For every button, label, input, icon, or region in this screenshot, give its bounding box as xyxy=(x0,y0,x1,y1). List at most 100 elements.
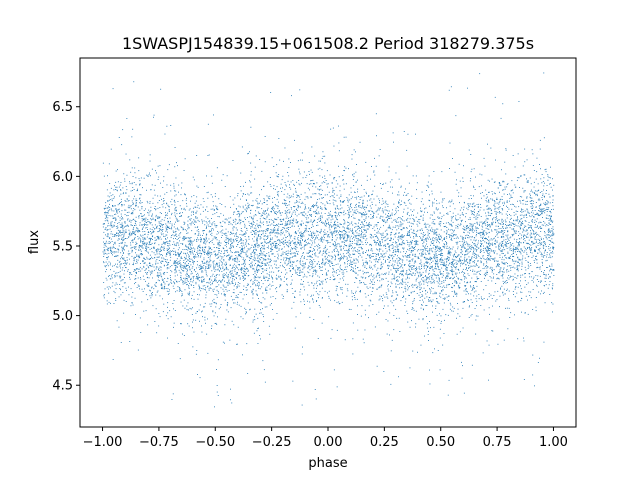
data-point xyxy=(311,244,313,246)
data-point xyxy=(104,213,106,215)
data-point xyxy=(297,267,299,268)
data-point xyxy=(157,275,159,277)
data-point xyxy=(312,299,314,301)
data-point xyxy=(321,254,323,256)
data-point xyxy=(443,281,445,283)
data-point xyxy=(321,322,323,324)
data-point xyxy=(375,211,377,213)
data-point xyxy=(148,285,150,287)
data-point xyxy=(115,220,117,221)
data-point xyxy=(465,260,467,262)
data-point xyxy=(371,204,373,205)
data-point xyxy=(236,251,237,253)
data-point xyxy=(448,259,450,261)
data-point xyxy=(361,216,363,218)
data-point xyxy=(132,292,134,293)
data-point xyxy=(331,251,333,253)
data-point xyxy=(255,243,257,245)
data-point xyxy=(295,188,296,190)
data-point xyxy=(286,196,288,198)
data-point xyxy=(320,280,322,282)
data-point xyxy=(160,248,161,250)
data-point xyxy=(407,255,409,256)
data-point xyxy=(391,254,393,256)
data-point xyxy=(536,233,538,235)
data-point xyxy=(256,254,258,256)
data-point xyxy=(447,256,448,258)
data-point xyxy=(260,248,261,249)
data-point xyxy=(356,243,358,245)
data-point xyxy=(213,268,215,270)
data-point xyxy=(131,232,132,234)
data-point xyxy=(435,277,437,279)
data-point xyxy=(365,229,366,231)
data-point xyxy=(347,228,349,230)
data-point xyxy=(237,259,239,261)
data-point xyxy=(321,263,323,265)
data-point xyxy=(288,204,290,206)
data-point xyxy=(209,281,211,283)
data-point xyxy=(414,260,416,262)
data-point xyxy=(167,226,168,228)
data-point xyxy=(329,279,331,280)
data-point xyxy=(408,245,410,247)
data-point xyxy=(112,233,114,235)
data-point xyxy=(392,290,393,292)
data-point xyxy=(357,238,359,240)
data-point xyxy=(380,266,382,268)
data-point xyxy=(522,200,523,201)
data-point xyxy=(345,167,347,169)
data-point xyxy=(381,253,383,255)
data-point xyxy=(424,297,426,299)
data-point xyxy=(412,272,414,274)
data-point xyxy=(266,270,267,271)
data-point xyxy=(462,270,463,272)
data-point xyxy=(124,221,126,222)
data-point xyxy=(552,252,554,254)
data-point xyxy=(441,273,442,275)
data-point xyxy=(478,186,480,188)
data-point xyxy=(396,250,398,252)
data-point xyxy=(440,253,441,255)
data-point xyxy=(107,263,109,265)
data-point xyxy=(384,255,386,257)
data-point xyxy=(314,389,316,390)
data-point xyxy=(371,250,373,252)
data-point xyxy=(464,278,465,280)
data-point xyxy=(513,224,515,225)
data-point xyxy=(549,244,551,245)
data-point xyxy=(403,295,404,297)
data-point xyxy=(159,236,161,238)
data-point xyxy=(162,242,164,244)
data-point xyxy=(390,300,392,302)
data-point xyxy=(377,213,379,215)
data-point xyxy=(140,263,141,264)
data-point xyxy=(450,270,452,272)
data-point xyxy=(436,241,437,243)
data-point xyxy=(147,286,149,287)
data-point xyxy=(310,250,312,252)
data-point xyxy=(405,219,407,221)
data-point xyxy=(473,237,475,238)
data-point xyxy=(202,261,203,262)
data-point xyxy=(122,231,124,233)
data-point xyxy=(354,197,356,198)
data-point xyxy=(132,240,134,242)
data-point xyxy=(158,216,160,218)
data-point xyxy=(498,207,500,208)
data-point xyxy=(541,197,543,198)
data-point xyxy=(263,224,264,226)
data-point xyxy=(216,269,218,271)
data-point xyxy=(200,264,202,266)
data-point xyxy=(435,246,436,248)
data-point xyxy=(289,219,291,221)
data-point xyxy=(441,291,443,293)
data-point xyxy=(448,234,450,235)
data-point xyxy=(281,223,283,225)
data-point xyxy=(196,217,198,219)
data-point xyxy=(432,240,434,241)
data-point xyxy=(387,305,389,307)
data-point xyxy=(446,259,448,260)
data-point xyxy=(539,240,541,242)
data-point xyxy=(180,251,182,253)
